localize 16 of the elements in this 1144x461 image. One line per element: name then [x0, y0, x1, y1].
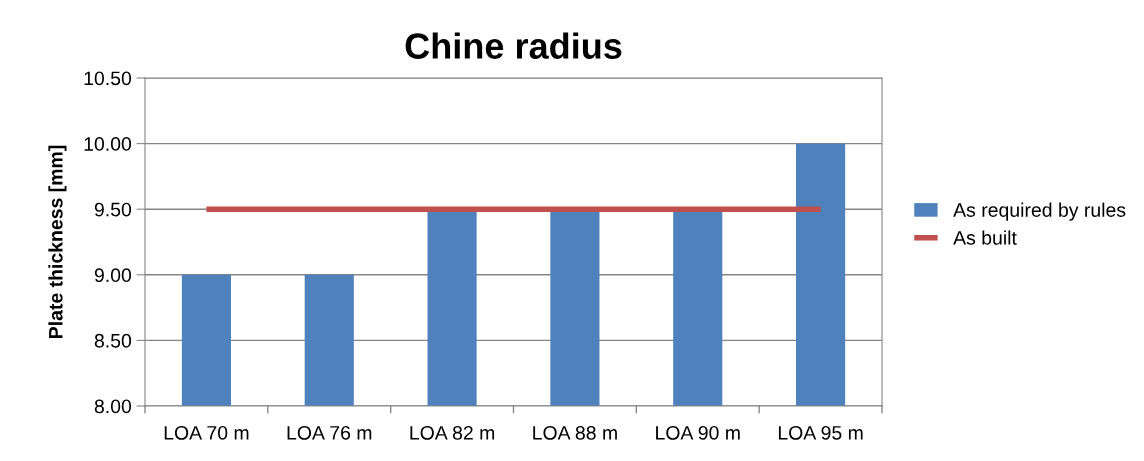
y-tick-label: 10.00 [84, 137, 132, 151]
x-tick-label: LOA 90 m [656, 425, 740, 440]
x-tick-label: LOA 95 m [778, 425, 863, 440]
chart-title: Chine radius [405, 32, 622, 59]
y-tick-label: 8.50 [94, 333, 132, 348]
x-tick-label: LOA 82 m [410, 425, 495, 440]
x-tick-label: LOA 70 m [164, 425, 249, 440]
legend-label: As required by rules [953, 202, 1126, 221]
y-axis-title: Plate thickness [mm] [48, 145, 67, 338]
y-tick-label: 9.50 [94, 202, 132, 217]
legend-label: As built [953, 230, 1017, 245]
x-tick-label: LOA 88 m [533, 425, 617, 440]
x-tick-label: LOA 76 m [287, 425, 372, 440]
y-tick-label: 10.50 [84, 71, 132, 86]
y-tick-label: 8.00 [94, 399, 132, 414]
y-tick-label: 9.00 [94, 268, 132, 283]
